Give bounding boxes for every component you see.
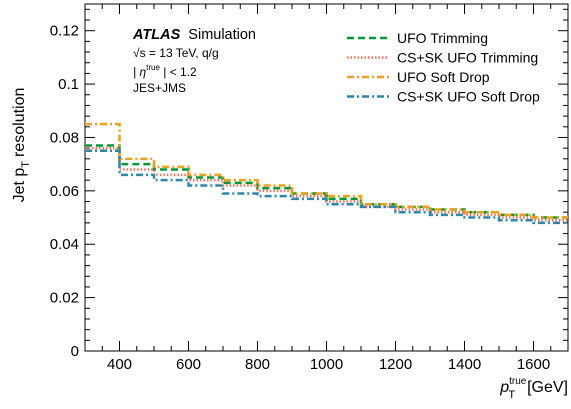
annotation-block: ATLAS Simulation √s = 13 TeV, q/g | ηtru… [132, 27, 256, 95]
energy-label: = 13 TeV, q/g [146, 46, 219, 60]
x-axis-label: ptrue T [GeV] [499, 376, 568, 401]
y-label-main: Jet p [11, 168, 28, 203]
x-tick-label: 600 [176, 356, 201, 373]
eta-close: | < 1.2 [160, 65, 197, 79]
y-tick-label: 0.02 [50, 290, 79, 307]
x-tick-label: 1000 [310, 356, 343, 373]
y-tick-label: 0.04 [50, 236, 79, 253]
axis-ticks: 0 0.02 0.04 0.06 0.08 0.1 0.12 400 600 800 1000 120… [50, 4, 569, 373]
y-label-sub: T [20, 161, 32, 168]
series-line-cs-sk-ufo-soft-drop [85, 149, 568, 225]
x-label-main: p [499, 379, 509, 396]
x-tick-label: 1200 [379, 356, 412, 373]
series-line-ufo-soft-drop [85, 122, 568, 219]
legend-label: UFO Trimming [397, 30, 488, 46]
y-tick-label: 0.1 [58, 76, 79, 93]
sqrt-s-label: √s [133, 46, 146, 60]
x-tick-label: 1600 [517, 356, 550, 373]
x-label-sub: T [508, 389, 515, 401]
x-label-sup: true [509, 376, 527, 387]
series-line-cs-sk-ufo-trimming [85, 146, 568, 222]
series-line-ufo-trimming [85, 144, 568, 219]
x-tick-label: 1400 [448, 356, 481, 373]
simulation-label: Simulation [188, 27, 256, 43]
svg-text:√s = 13 TeV, q/g: √s = 13 TeV, q/g [133, 46, 219, 60]
legend: UFO Trimming CS+SK UFO Trimming UFO Soft D… [347, 30, 540, 105]
series-layer [85, 122, 568, 225]
y-tick-label: 0.08 [50, 129, 79, 146]
svg-text:ATLAS Simulation: ATLAS Simulation [132, 27, 256, 43]
x-tick-label: 800 [245, 356, 270, 373]
eta-open: | η [133, 65, 146, 79]
legend-label: CS+SK UFO Soft Drop [397, 89, 540, 105]
legend-label: CS+SK UFO Trimming [397, 50, 538, 66]
svg-text:| ηtrue | < 1.2: | ηtrue | < 1.2 [133, 63, 197, 79]
jes-jms-label: JES+JMS [133, 81, 186, 95]
eta-superscript: true [146, 63, 160, 72]
y-tick-label: 0.12 [50, 23, 79, 40]
atlas-brand: ATLAS [132, 27, 181, 43]
x-label-unit: [GeV] [527, 379, 568, 396]
x-tick-label: 400 [107, 356, 132, 373]
y-axis-label: Jet pTresolution [11, 88, 32, 203]
legend-label: UFO Soft Drop [397, 69, 490, 85]
y-tick-label: 0.06 [50, 183, 79, 200]
y-label-tail: resolution [11, 88, 28, 157]
y-tick-label: 0 [71, 343, 79, 360]
